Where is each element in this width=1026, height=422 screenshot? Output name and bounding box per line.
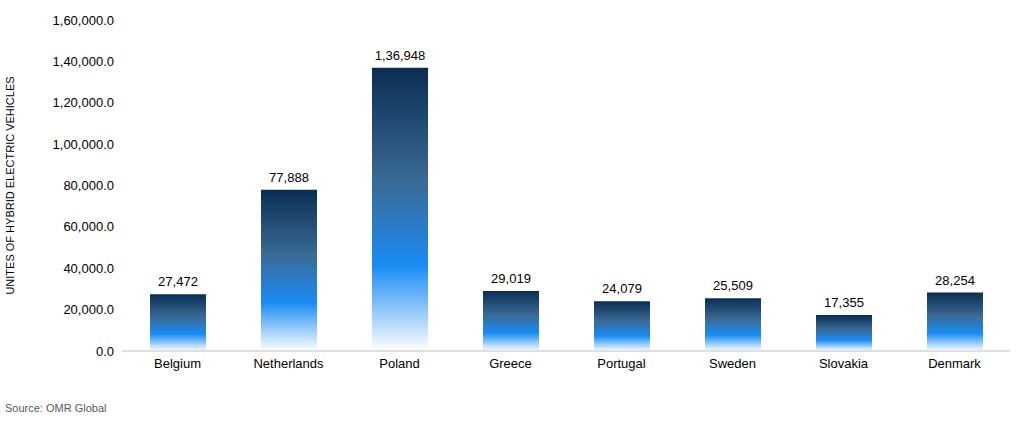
svg-text:UNITES OF HYBRID ELECTRIC VEHI: UNITES OF HYBRID ELECTRIC VEHICLES — [8, 76, 16, 294]
svg-text:Denmark: Denmark — [928, 356, 981, 371]
svg-text:Portugal: Portugal — [597, 356, 646, 371]
html-text:Source: OMR Global: Source: OMR Global — [5, 402, 107, 414]
svg-text:20,000.0: 20,000.0 — [63, 302, 114, 317]
svg-text:60,000.0: 60,000.0 — [63, 219, 114, 234]
svg-text:28,254: 28,254 — [935, 273, 975, 288]
svg-text:80,000.0: 80,000.0 — [63, 178, 114, 193]
svg-text:Slovakia: Slovakia — [819, 356, 869, 371]
svg-text:27,472: 27,472 — [158, 274, 198, 289]
svg-text:77,888: 77,888 — [269, 170, 309, 185]
svg-text:17,355: 17,355 — [824, 295, 864, 310]
svg-text:1,20,000.0: 1,20,000.0 — [53, 95, 114, 110]
svg-text:29,019: 29,019 — [491, 271, 531, 286]
svg-text:1,36,948: 1,36,948 — [375, 48, 426, 63]
svg-text:Greece: Greece — [489, 356, 532, 371]
svg-text:1,00,000.0: 1,00,000.0 — [53, 137, 114, 152]
svg-text:0.0: 0.0 — [96, 344, 114, 359]
svg-text:24,079: 24,079 — [602, 281, 642, 296]
svg-text:1,60,000.0: 1,60,000.0 — [53, 13, 114, 28]
svg-text:Poland: Poland — [379, 356, 419, 371]
svg-text:Sweden: Sweden — [709, 356, 756, 371]
svg-text:25,509: 25,509 — [713, 278, 753, 293]
svg-text:1,40,000.0: 1,40,000.0 — [53, 54, 114, 69]
svg-text:40,000.0: 40,000.0 — [63, 261, 114, 276]
svg-text:Belgium: Belgium — [154, 356, 201, 371]
svg-text:Netherlands: Netherlands — [253, 356, 324, 371]
